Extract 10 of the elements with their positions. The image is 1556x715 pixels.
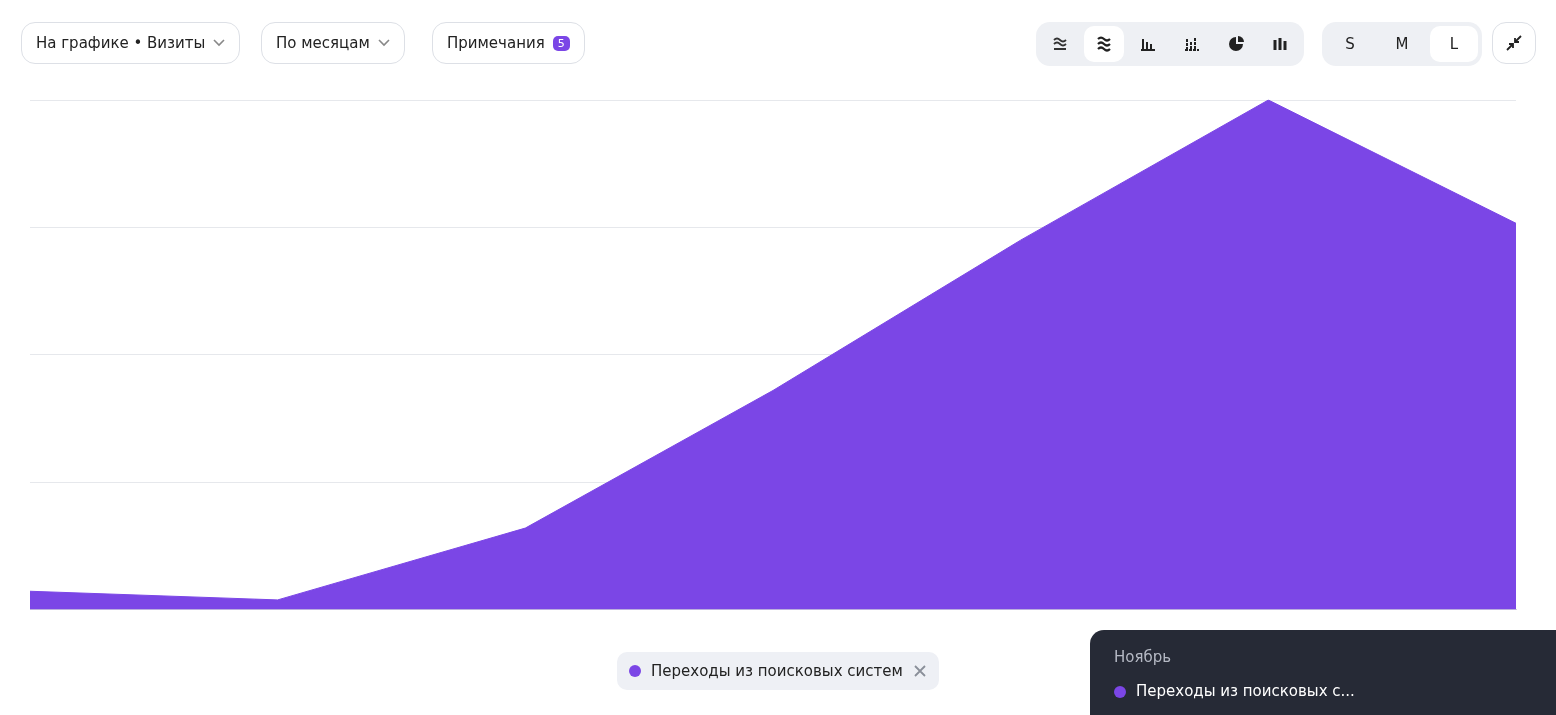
- text: Ноябрь: [1114, 648, 1172, 666]
- text: Примечания: [447, 34, 545, 52]
- text: L: [1430, 26, 1478, 62]
- text: 5: [552, 35, 570, 51]
- text: На графике • Визиты: [36, 34, 206, 52]
- legend-label: Переходы из поисковых систем: [651, 662, 903, 680]
- text: M: [1394, 34, 1410, 55]
- text: S: [1344, 34, 1356, 55]
- text: Переходы из поисковых с...: [1136, 682, 1355, 700]
- text: По месяцам: [276, 34, 370, 52]
